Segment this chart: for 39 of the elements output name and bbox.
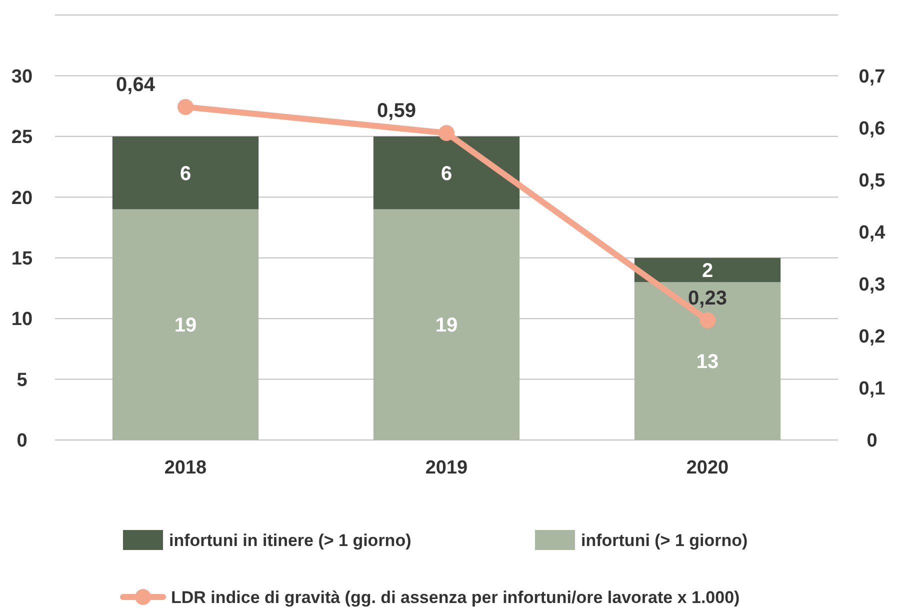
y2-tick-label: 0: [866, 430, 878, 452]
data-label: 6: [180, 162, 192, 185]
y2-tick-label: 0,7: [858, 66, 886, 88]
y2-tick-label: 0,1: [858, 378, 886, 400]
x-tick-label: 2019: [425, 458, 468, 479]
bar: [634, 282, 781, 440]
x-tick-label: 2018: [164, 458, 207, 479]
y-tick-label: 20: [11, 188, 33, 209]
y-tick-label: 25: [11, 127, 33, 148]
point: [178, 98, 194, 115]
data-label: 2: [702, 260, 714, 282]
bar: [373, 136, 520, 210]
y2-tick-label: 0,2: [858, 326, 886, 348]
y-tick-label: 5: [16, 370, 28, 391]
legend-label: infortuni (> 1 giorno): [581, 530, 748, 550]
x-tick-label: 2020: [686, 458, 729, 479]
point: [700, 312, 716, 328]
legend-label: LDR indice di gravità (gg. di assenza per infortuni/ore lavorate x 1.000): [171, 588, 740, 607]
data-label: 13: [696, 351, 719, 374]
bar: [373, 209, 520, 440]
y-tick-label: 15: [11, 248, 33, 270]
data-label: 19: [435, 314, 458, 337]
bar: [112, 136, 259, 210]
y2-tick-label: 0,5: [858, 170, 886, 192]
point: [438, 124, 454, 141]
data-label: 6: [440, 162, 452, 185]
legend-label: infortuni in itinere (> 1 giorno): [169, 530, 412, 550]
data-label: 0,59: [377, 100, 416, 122]
y2-tick-label: 0,4: [858, 222, 886, 244]
data-label: 19: [174, 314, 197, 337]
y-tick-label: 0: [16, 430, 28, 452]
bar: [112, 209, 259, 440]
y2-tick-label: 0,6: [858, 118, 886, 140]
data-label: 0,23: [688, 287, 727, 310]
y-tick-label: 30: [11, 66, 33, 88]
y-tick-label: 10: [11, 309, 33, 330]
y2-tick-label: 0,3: [858, 274, 886, 296]
bar: [634, 258, 781, 282]
data-label: 0,64: [116, 74, 156, 96]
